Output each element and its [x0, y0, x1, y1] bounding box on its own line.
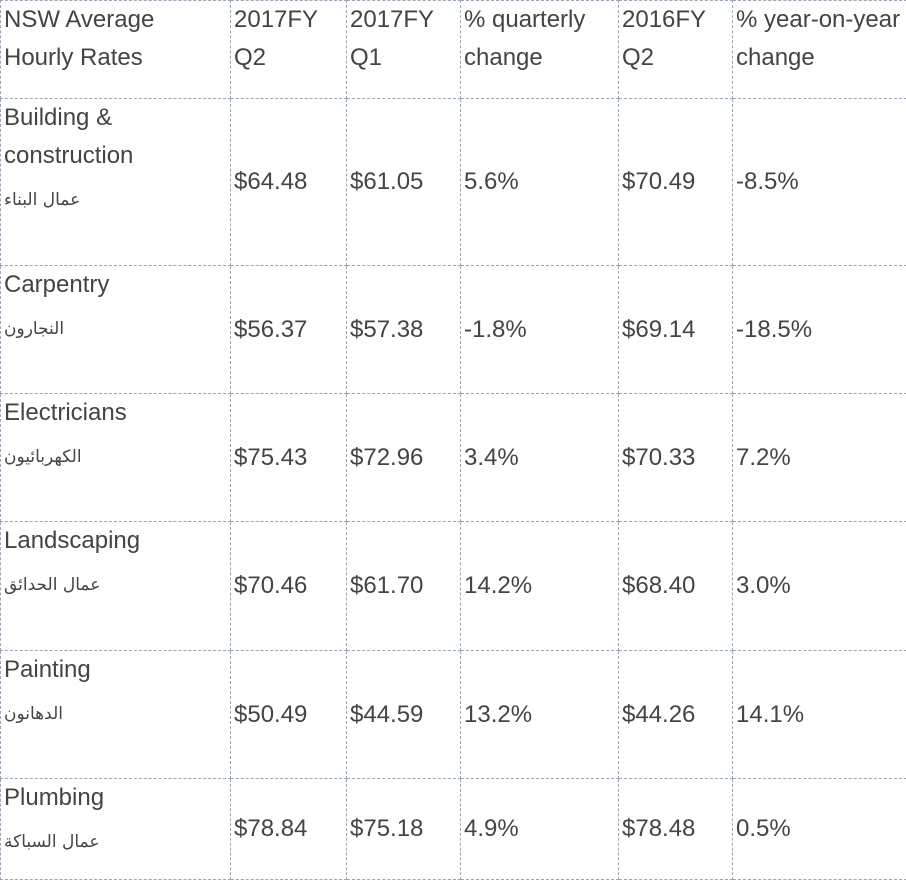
trade-name: Landscaping [4, 527, 140, 554]
header-row: NSW Average Hourly Rates 2017FY Q2 2017F… [1, 1, 906, 99]
trade-name-arabic: عمال الحدائق [4, 572, 230, 598]
header-cell: 2016FY Q2 [619, 1, 733, 99]
table-row: Building & construction عمال البناء$64.48… [1, 99, 906, 266]
value-cell: 7.2% [733, 394, 906, 522]
value-cell: $61.70 [347, 522, 461, 651]
trade-name-arabic: الدهانون [4, 701, 230, 727]
value-cell: $75.18 [347, 779, 461, 880]
value-cell: $69.14 [619, 266, 733, 394]
header-cell: 2017FY Q1 [347, 1, 461, 99]
trade-name: Electricians [4, 399, 127, 426]
header-cell: % year-on-year change [733, 1, 906, 99]
value-cell: $70.46 [231, 522, 347, 651]
value-cell: $64.48 [231, 99, 347, 266]
value-cell: $78.48 [619, 779, 733, 880]
trade-name-arabic: عمال البناء [4, 187, 230, 213]
value-cell: $44.59 [347, 651, 461, 779]
value-cell: 13.2% [461, 651, 619, 779]
trade-cell: Landscaping عمال الحدائق [1, 522, 231, 651]
value-cell: 4.9% [461, 779, 619, 880]
trade-name-arabic: النجارون [4, 316, 230, 342]
trade-name-arabic: الكهربائيون [4, 444, 230, 470]
value-cell: 0.5% [733, 779, 906, 880]
value-cell: 14.1% [733, 651, 906, 779]
trade-name: Building & construction [4, 104, 133, 169]
value-cell: 14.2% [461, 522, 619, 651]
trade-cell: Carpentry النجارون [1, 266, 231, 394]
header-cell: % quarterly change [461, 1, 619, 99]
header-cell: NSW Average Hourly Rates [1, 1, 231, 99]
trade-cell: Building & construction عمال البناء [1, 99, 231, 266]
value-cell: 3.4% [461, 394, 619, 522]
value-cell: 5.6% [461, 99, 619, 266]
value-cell: $57.38 [347, 266, 461, 394]
trade-cell: Electricians الكهربائيون [1, 394, 231, 522]
value-cell: $61.05 [347, 99, 461, 266]
value-cell: $68.40 [619, 522, 733, 651]
trade-name-arabic: عمال السباكة [4, 829, 230, 855]
value-cell: -18.5% [733, 266, 906, 394]
header-cell: 2017FY Q2 [231, 1, 347, 99]
value-cell: $50.49 [231, 651, 347, 779]
value-cell: $70.49 [619, 99, 733, 266]
value-cell: 3.0% [733, 522, 906, 651]
table-row: Carpentry النجارون$56.37$57.38-1.8%$69.14… [1, 266, 906, 394]
value-cell: -8.5% [733, 99, 906, 266]
trade-name: Painting [4, 656, 91, 683]
value-cell: $70.33 [619, 394, 733, 522]
value-cell: $78.84 [231, 779, 347, 880]
value-cell: -1.8% [461, 266, 619, 394]
value-cell: $72.96 [347, 394, 461, 522]
trade-cell: Plumbing عمال السباكة [1, 779, 231, 880]
trade-cell: Painting الدهانون [1, 651, 231, 779]
value-cell: $56.37 [231, 266, 347, 394]
trade-name: Carpentry [4, 271, 109, 298]
value-cell: $44.26 [619, 651, 733, 779]
value-cell: $75.43 [231, 394, 347, 522]
trade-name: Plumbing [4, 784, 104, 811]
